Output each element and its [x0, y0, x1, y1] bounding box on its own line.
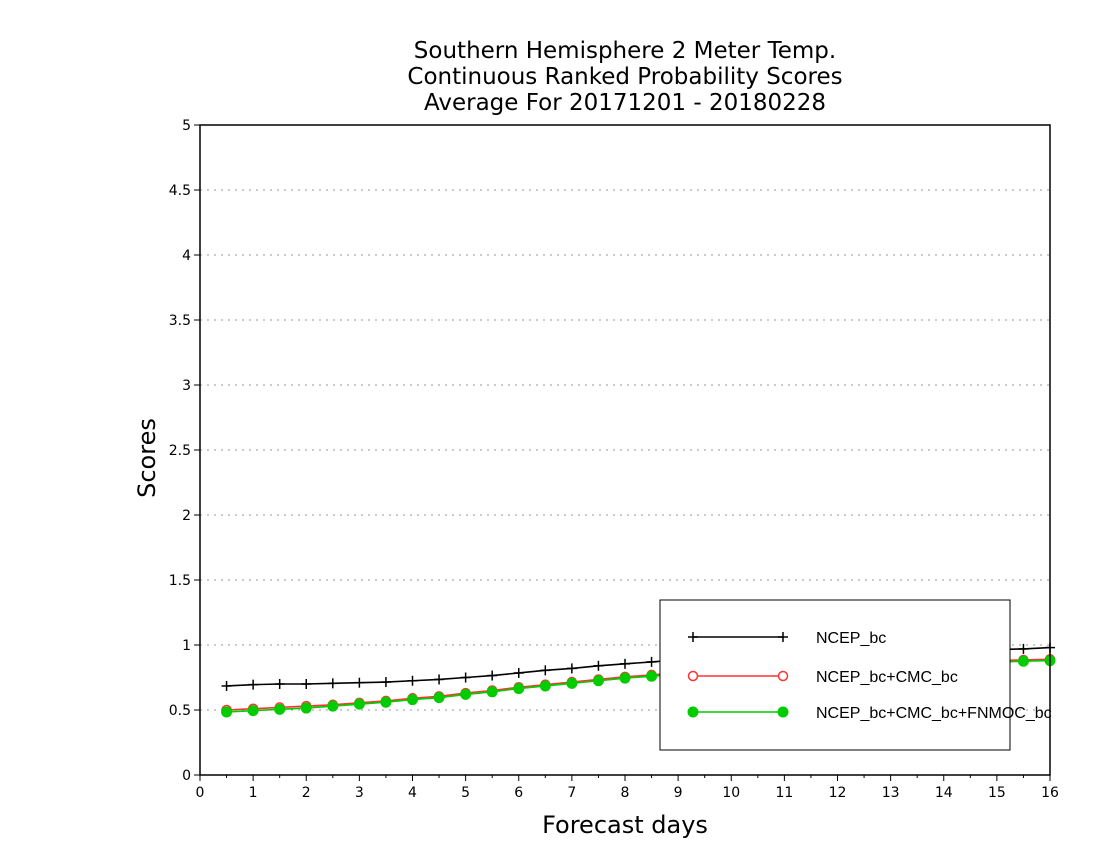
legend-marker — [778, 632, 788, 642]
chart-title-line-2: Continuous Ranked Probability Scores — [407, 64, 842, 90]
legend-marker — [777, 670, 789, 682]
legend-item: NCEP_bc+CMC_bc — [687, 669, 958, 686]
legend-label: NCEP_bc+CMC_bc — [816, 669, 958, 686]
data-point — [380, 696, 392, 708]
chart-title-line-3: Average For 20171201 - 20180228 — [424, 90, 826, 116]
legend-label: NCEP_bc+CMC_bc+FNMOC_bc — [816, 705, 1052, 722]
legend-item: NCEP_bc — [688, 630, 886, 647]
y-tick-label: 3.5 — [169, 313, 191, 329]
data-point — [274, 679, 285, 689]
legend-marker — [777, 706, 789, 718]
data-point — [592, 675, 604, 687]
data-point — [513, 683, 525, 695]
data-point — [646, 670, 658, 682]
y-tick-label: 2 — [182, 508, 191, 524]
data-point — [301, 679, 312, 689]
legend-box — [659, 599, 1011, 751]
data-point — [407, 694, 418, 706]
data-point — [513, 667, 524, 678]
y-tick-label: 5 — [182, 118, 191, 134]
data-point — [486, 686, 498, 698]
data-point — [274, 703, 286, 715]
legend-marker — [688, 632, 698, 642]
y-tick-label: 0 — [182, 768, 191, 784]
x-tick-label: 13 — [882, 785, 900, 801]
x-tick-label: 10 — [722, 785, 740, 801]
x-tick-label: 7 — [567, 785, 576, 801]
y-tick-label: 2.5 — [169, 443, 191, 459]
data-point — [353, 698, 365, 710]
legend-marker — [687, 670, 699, 682]
x-tick-label: 0 — [196, 785, 205, 801]
legend-item: NCEP_bc+CMC_bc+FNMOC_bc — [687, 705, 1052, 722]
legend-label: NCEP_bc — [816, 630, 886, 647]
data-point — [1017, 655, 1029, 667]
data-point — [566, 663, 577, 674]
data-point — [620, 658, 630, 669]
data-point — [1018, 643, 1029, 654]
data-point — [619, 672, 631, 684]
legend-items: NCEP_bc NCEP_bc+CMC_bc NCEP_bc+CMC_bc+FNMO… — [687, 630, 1052, 722]
x-axis-label: Forecast days — [542, 811, 708, 839]
x-tick-label: 3 — [355, 785, 364, 801]
data-point — [354, 677, 365, 688]
x-tick-label: 16 — [1041, 785, 1059, 801]
y-tick-label: 4.5 — [169, 183, 191, 199]
data-point — [380, 677, 391, 688]
data-point — [300, 702, 312, 714]
data-point — [540, 665, 551, 676]
data-point — [593, 660, 604, 671]
data-point — [487, 670, 498, 681]
x-tick-label: 1 — [249, 785, 258, 801]
data-point — [539, 680, 551, 692]
data-point — [434, 674, 445, 685]
axis-ticks: 00.511.522.533.544.550 1 2 3 4 5 6 7 8 9 10 11 12 13 1… — [169, 118, 1059, 801]
data-point — [327, 678, 338, 689]
y-tick-label: 0.5 — [169, 703, 191, 719]
x-tick-label: 5 — [461, 785, 470, 801]
data-point — [646, 656, 657, 667]
y-tick-label: 4 — [182, 248, 191, 264]
legend: NCEP_bc NCEP_bc+CMC_bc NCEP_bc+CMC_bc+FNMO… — [659, 599, 1052, 751]
x-tick-label: 12 — [829, 785, 847, 801]
data-point — [247, 705, 259, 717]
data-point — [248, 679, 259, 690]
x-tick-label: 14 — [935, 785, 953, 801]
data-point — [221, 680, 232, 691]
y-tick-label: 1.5 — [169, 573, 191, 589]
y-axis-label: Scores — [133, 418, 161, 498]
data-point — [433, 692, 445, 704]
x-tick-label: 2 — [302, 785, 311, 801]
y-tick-label: 3 — [182, 378, 191, 394]
chart-title-line-1: Southern Hemisphere 2 Meter Temp. — [414, 38, 836, 64]
data-point — [460, 688, 472, 700]
x-tick-label: 4 — [408, 785, 417, 801]
data-point — [221, 706, 233, 718]
y-tick-label: 1 — [182, 638, 191, 654]
x-tick-label: 6 — [514, 785, 523, 801]
x-tick-label: 11 — [775, 785, 793, 801]
x-tick-label: 9 — [674, 785, 683, 801]
data-point — [327, 700, 339, 712]
data-point — [407, 675, 418, 686]
data-point — [460, 672, 471, 683]
data-point — [566, 677, 578, 689]
x-tick-label: 8 — [621, 785, 630, 801]
x-tick-label: 15 — [988, 785, 1006, 801]
legend-marker — [687, 706, 699, 718]
